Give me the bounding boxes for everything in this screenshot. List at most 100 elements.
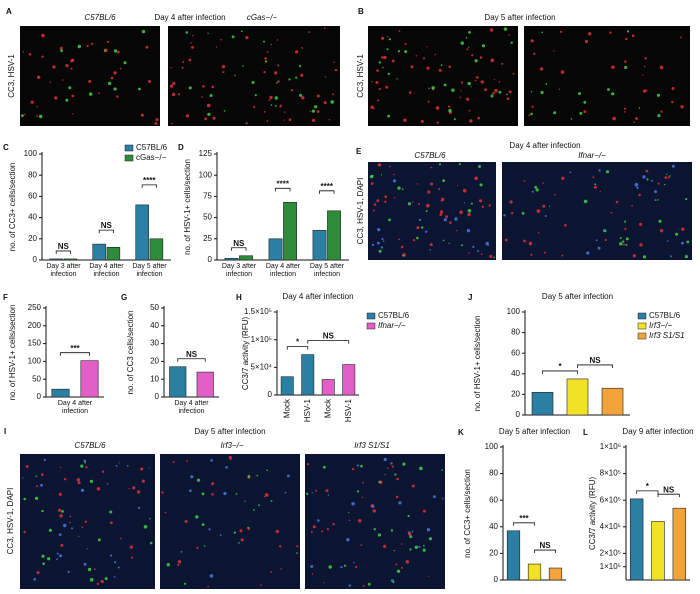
cell-signal bbox=[465, 37, 468, 39]
y-tick-label: 1×10⁶ bbox=[600, 442, 621, 451]
cell-signal bbox=[461, 244, 463, 247]
cell-signal bbox=[266, 469, 269, 472]
cell-signal bbox=[215, 46, 218, 48]
y-tick-label: 0 bbox=[37, 392, 42, 401]
y-tick-label: 250 bbox=[28, 303, 42, 312]
cell-signal bbox=[191, 46, 194, 49]
x-tick-label-box: Day 3 after infection bbox=[46, 263, 80, 278]
cell-signal bbox=[360, 544, 363, 546]
cell-signal bbox=[471, 54, 474, 57]
y-tick-label: 100 bbox=[24, 149, 38, 158]
cell-signal bbox=[128, 487, 130, 490]
cell-signal bbox=[47, 557, 51, 561]
cell-signal bbox=[247, 527, 250, 531]
cell-signal bbox=[528, 114, 531, 117]
cell-signal bbox=[140, 467, 144, 471]
cell-signal bbox=[583, 110, 587, 113]
significance-bracket bbox=[98, 229, 114, 234]
y-tick-label: 25 bbox=[203, 234, 212, 243]
cell-signal bbox=[436, 121, 439, 124]
cell-signal bbox=[448, 108, 452, 113]
image-caption: Irf3 S1/S1 bbox=[354, 441, 390, 450]
cell-signal bbox=[41, 509, 44, 513]
cell-signal bbox=[155, 118, 159, 122]
cell-signal bbox=[70, 67, 73, 70]
cell-signal bbox=[393, 173, 395, 176]
x-tick-label: Day 5 after infection bbox=[132, 263, 167, 278]
cell-signal bbox=[145, 45, 149, 49]
panel-label: I bbox=[4, 427, 6, 436]
legend-swatch bbox=[637, 312, 647, 320]
cell-signal bbox=[96, 582, 100, 586]
cell-signal bbox=[61, 510, 64, 513]
panel-label: K bbox=[458, 428, 464, 437]
stain-label: CC3, HSV-1 bbox=[7, 54, 16, 98]
cell-signal bbox=[400, 566, 403, 569]
cell-signal bbox=[207, 585, 209, 588]
y-tick-label: 60 bbox=[511, 348, 520, 357]
significance-bracket bbox=[319, 190, 335, 194]
micrograph bbox=[524, 26, 690, 126]
cell-signal bbox=[309, 110, 312, 113]
cell-signal bbox=[59, 514, 63, 518]
cell-signal bbox=[462, 188, 467, 193]
cell-signal bbox=[392, 179, 397, 183]
cell-signal bbox=[530, 39, 534, 43]
cell-signal bbox=[660, 110, 663, 113]
cell-signal bbox=[343, 564, 347, 567]
cell-signal bbox=[489, 28, 494, 32]
cell-signal bbox=[148, 80, 151, 83]
cell-signal bbox=[169, 84, 174, 88]
legend-label: Irf3−/− bbox=[649, 321, 672, 330]
cell-signal bbox=[358, 519, 362, 523]
cell-signal bbox=[397, 186, 401, 190]
cell-signal bbox=[594, 183, 596, 186]
cell-signal bbox=[106, 40, 110, 43]
cell-signal bbox=[77, 481, 81, 485]
cell-signal bbox=[417, 203, 420, 205]
cell-signal bbox=[508, 34, 511, 36]
cell-signal bbox=[113, 87, 117, 91]
significance-label: NS bbox=[663, 485, 675, 494]
cell-signal bbox=[372, 209, 375, 212]
cell-signal bbox=[381, 56, 384, 59]
cell-signal bbox=[490, 58, 495, 63]
cell-signal bbox=[624, 220, 627, 223]
panel-label: G bbox=[121, 293, 127, 302]
y-tick-label: 60 bbox=[28, 192, 37, 201]
x-tick-label: HSV-1 bbox=[344, 398, 353, 422]
bar bbox=[63, 258, 78, 261]
image-caption: C57BL/6 bbox=[414, 151, 446, 160]
cell-signal bbox=[129, 545, 133, 549]
x-tick-label: Day 4 after infection bbox=[89, 263, 124, 278]
cell-signal bbox=[667, 176, 670, 179]
cell-signal bbox=[403, 118, 407, 122]
cell-signal bbox=[412, 239, 416, 242]
cell-signal bbox=[300, 73, 304, 77]
cell-signal bbox=[22, 477, 24, 479]
x-tick-label-box: Day 3 after infection bbox=[222, 263, 256, 278]
cell-signal bbox=[414, 545, 418, 549]
cell-signal bbox=[351, 502, 355, 506]
cell-signal bbox=[454, 217, 458, 221]
cell-signal bbox=[284, 491, 287, 494]
cell-signal bbox=[100, 579, 104, 584]
cell-signal bbox=[416, 226, 420, 230]
cell-signal bbox=[154, 122, 158, 125]
cell-signal bbox=[384, 200, 387, 203]
y-axis-label: CC3/7 activity (RFU) bbox=[588, 476, 597, 550]
y-tick-label: 5×10⁴ bbox=[251, 362, 273, 371]
cell-signal bbox=[113, 49, 118, 53]
cell-signal bbox=[279, 545, 282, 548]
y-tick-label: 0 bbox=[33, 255, 38, 264]
bar bbox=[268, 238, 283, 261]
cell-signal bbox=[477, 116, 481, 120]
y-tick-label: 20 bbox=[489, 549, 498, 558]
cell-signal bbox=[253, 509, 255, 511]
cell-signal bbox=[362, 481, 364, 484]
cell-signal bbox=[612, 116, 616, 121]
cell-signal bbox=[59, 46, 63, 50]
cell-signal bbox=[277, 80, 280, 83]
cell-signal bbox=[419, 466, 423, 471]
bar bbox=[280, 376, 294, 396]
